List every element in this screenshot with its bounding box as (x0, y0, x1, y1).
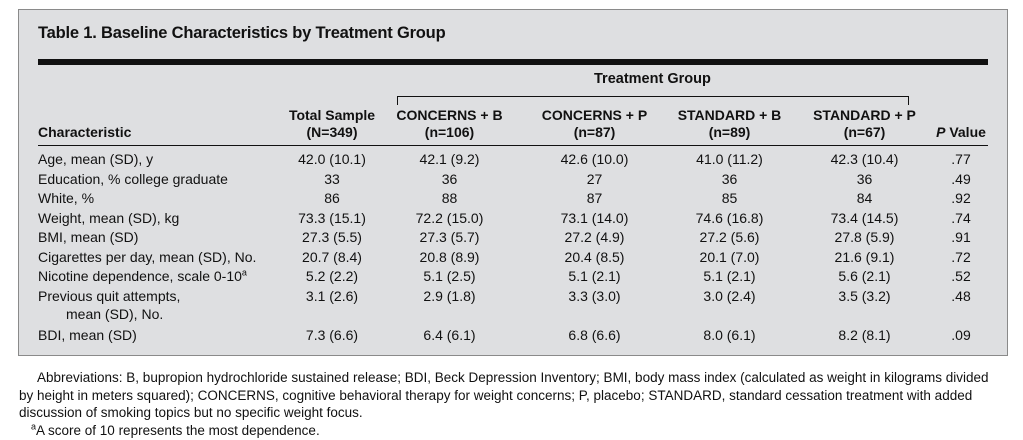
header-characteristic: Characteristic (38, 124, 131, 141)
cell-p-value: .77 (931, 150, 991, 168)
footnote-a: aA score of 10 represents the most depen… (19, 422, 1009, 440)
header-standard-b-name: STANDARD + B (662, 107, 797, 124)
header-p-value: P Value (931, 124, 991, 141)
cell-standard-p: 8.2 (8.1) (797, 326, 932, 344)
cell-standard-b: 27.2 (5.6) (662, 228, 797, 246)
cell-standard-p: 73.4 (14.5) (797, 209, 932, 227)
cell-p-value: .49 (931, 170, 991, 188)
abbreviations-line-2: by height in meters squared); CONCERNS, … (19, 387, 1009, 405)
cell-standard-p: 42.3 (10.4) (797, 150, 932, 168)
header-p-rest: Value (945, 124, 985, 140)
cell-total: 27.3 (5.5) (277, 228, 387, 246)
cell-p-value: .74 (931, 209, 991, 227)
header-concerns-p-n: (n=87) (527, 124, 662, 141)
header-standard-b-n: (n=89) (662, 124, 797, 141)
cell-total: 86 (277, 189, 387, 207)
cell-total: 3.1 (2.6) (277, 287, 387, 305)
cell-standard-b: 85 (662, 189, 797, 207)
cell-total: 33 (277, 170, 387, 188)
header-total-sample-name: Total Sample (277, 107, 387, 124)
treatment-group-label: Treatment Group (594, 71, 711, 87)
cell-concerns-p: 73.1 (14.0) (527, 209, 662, 227)
cell-standard-b: 74.6 (16.8) (662, 209, 797, 227)
cell-standard-b: 5.1 (2.1) (662, 267, 797, 285)
row-label: Age, mean (SD), y (38, 150, 153, 168)
cell-p-value: .09 (931, 326, 991, 344)
footnote-a-text: A score of 10 represents the most depend… (36, 423, 320, 438)
cell-concerns-p: 6.8 (6.6) (527, 326, 662, 344)
header-concerns-b: CONCERNS + B (n=106) (387, 107, 512, 141)
cell-total: 20.7 (8.4) (277, 248, 387, 266)
header-standard-p-n: (n=67) (797, 124, 932, 141)
cell-standard-b: 41.0 (11.2) (662, 150, 797, 168)
cell-total: 7.3 (6.6) (277, 326, 387, 344)
cell-concerns-p: 20.4 (8.5) (527, 248, 662, 266)
row-label: BMI, mean (SD) (38, 228, 138, 246)
abbreviations-line-3: discussion of smoking topics but no spec… (19, 404, 1009, 422)
cell-p-value: .52 (931, 267, 991, 285)
row-label: Previous quit attempts, (38, 287, 180, 305)
cell-standard-b: 8.0 (6.1) (662, 326, 797, 344)
cell-p-value: .92 (931, 189, 991, 207)
cell-concerns-b: 88 (387, 189, 512, 207)
header-concerns-p-name: CONCERNS + P (527, 107, 662, 124)
cell-p-value: .48 (931, 287, 991, 305)
cell-p-value: .91 (931, 228, 991, 246)
cell-concerns-p: 27 (527, 170, 662, 188)
header-standard-p-name: STANDARD + P (797, 107, 932, 124)
cell-concerns-p: 42.6 (10.0) (527, 150, 662, 168)
cell-concerns-b: 27.3 (5.7) (387, 228, 512, 246)
title-rule (38, 59, 988, 65)
cell-total: 73.3 (15.1) (277, 209, 387, 227)
table-title: Table 1. Baseline Characteristics by Tre… (38, 24, 445, 43)
header-concerns-p: CONCERNS + P (n=87) (527, 107, 662, 141)
cell-p-value: .72 (931, 248, 991, 266)
cell-standard-b: 20.1 (7.0) (662, 248, 797, 266)
cell-concerns-b: 42.1 (9.2) (387, 150, 512, 168)
cell-concerns-b: 72.2 (15.0) (387, 209, 512, 227)
cell-concerns-b: 2.9 (1.8) (387, 287, 512, 305)
cell-standard-p: 36 (797, 170, 932, 188)
footnote-marker: a (242, 267, 247, 277)
cell-concerns-p: 27.2 (4.9) (527, 228, 662, 246)
cell-standard-b: 36 (662, 170, 797, 188)
cell-standard-b: 3.0 (2.4) (662, 287, 797, 305)
cell-standard-p: 3.5 (3.2) (797, 287, 932, 305)
cell-concerns-b: 20.8 (8.9) (387, 248, 512, 266)
cell-standard-p: 5.6 (2.1) (797, 267, 932, 285)
row-label: Education, % college graduate (38, 170, 228, 188)
row-label: Nicotine dependence, scale 0-10a (38, 267, 247, 285)
abbreviations-line-1: Abbreviations: B, bupropion hydrochlorid… (19, 369, 1009, 387)
header-total-sample: Total Sample (N=349) (277, 107, 387, 141)
header-rule (38, 145, 988, 146)
header-total-sample-n: (N=349) (277, 124, 387, 141)
row-label-text: Nicotine dependence, scale 0-10 (38, 268, 242, 284)
row-label: Weight, mean (SD), kg (38, 209, 179, 227)
cell-total: 42.0 (10.1) (277, 150, 387, 168)
cell-standard-p: 84 (797, 189, 932, 207)
header-standard-p: STANDARD + P (n=67) (797, 107, 932, 141)
treatment-group-bracket (397, 96, 909, 105)
cell-concerns-p: 87 (527, 189, 662, 207)
table-footnotes: Abbreviations: B, bupropion hydrochlorid… (19, 369, 1009, 439)
row-label: White, % (38, 189, 94, 207)
cell-concerns-p: 5.1 (2.1) (527, 267, 662, 285)
table-panel: Table 1. Baseline Characteristics by Tre… (18, 9, 1008, 356)
cell-concerns-b: 36 (387, 170, 512, 188)
header-concerns-b-n: (n=106) (387, 124, 512, 141)
cell-standard-p: 27.8 (5.9) (797, 228, 932, 246)
row-label-continuation: mean (SD), No. (66, 305, 163, 323)
cell-total: 5.2 (2.2) (277, 267, 387, 285)
header-concerns-b-name: CONCERNS + B (387, 107, 512, 124)
cell-concerns-b: 6.4 (6.1) (387, 326, 512, 344)
row-label: BDI, mean (SD) (38, 326, 137, 344)
row-label: Cigarettes per day, mean (SD), No. (38, 248, 256, 266)
header-standard-b: STANDARD + B (n=89) (662, 107, 797, 141)
cell-concerns-p: 3.3 (3.0) (527, 287, 662, 305)
cell-concerns-b: 5.1 (2.5) (387, 267, 512, 285)
cell-standard-p: 21.6 (9.1) (797, 248, 932, 266)
